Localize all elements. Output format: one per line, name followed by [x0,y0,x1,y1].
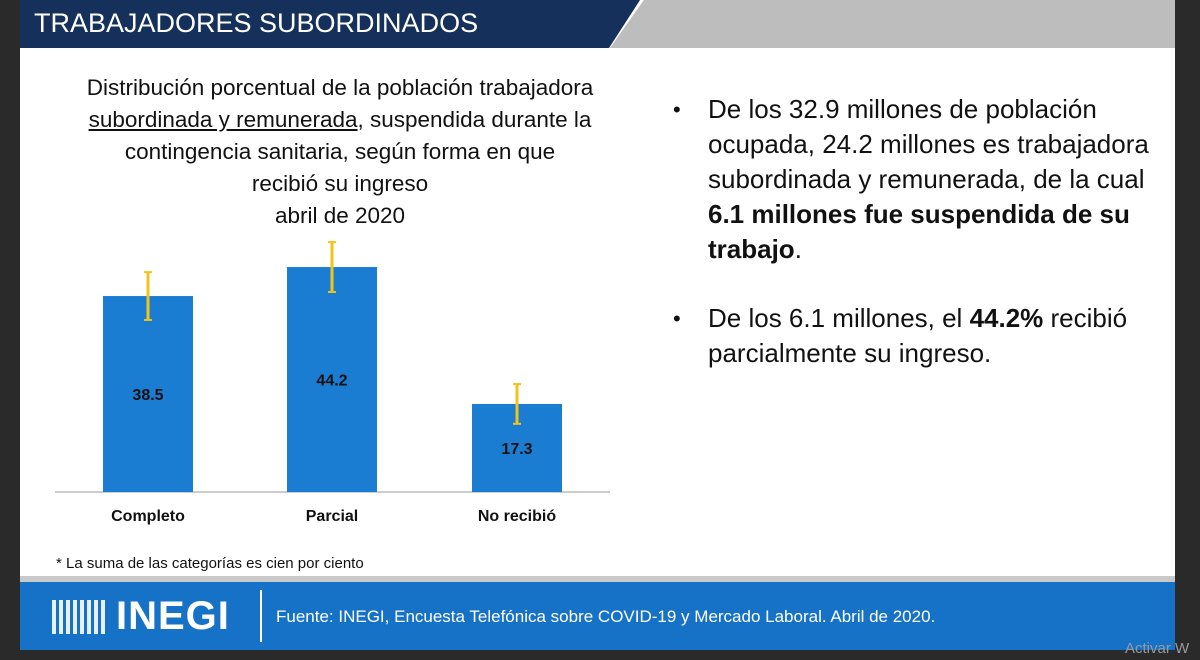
data-label: 17.3 [501,441,532,458]
bullet-text: recibió parcialmente su ingreso. [708,303,1128,368]
title-part: , suspendida durante la [357,107,592,132]
title-line: contingencia sanitaria, según forma en q… [124,139,556,164]
x-tick-label: Parcial [306,508,358,525]
footnote: * La suma de las categorías es cien por … [56,555,364,572]
footer: INEGI Fuente: INEGI, Encuesta Telefónica… [20,582,1175,650]
separator [260,590,262,642]
logo: INEGI [116,594,230,638]
title-line: subordinada y remunerada, suspendida dur… [40,104,640,136]
data-label: 44.2 [316,373,347,390]
watermark: Activar W [1125,640,1190,657]
slide: TRABAJADORES SUBORDINADOS Distribución p… [20,0,1175,650]
title-line: recibió su ingreso [251,171,429,196]
title-line: Distribución porcentual de la población … [86,75,594,100]
bullet: De los 32.9 millones de población ocupad… [670,92,1175,267]
bullet: De los 6.1 millones, el 44.2% recibió pa… [670,301,1175,371]
header-band [610,0,1175,48]
source: Fuente: INEGI, Encuesta Telefónica sobre… [276,607,936,626]
x-tick-label: No recibió [478,508,556,525]
bullet-text: De los 6.1 millones, el [708,303,970,333]
chart-title: Distribución porcentual de la población … [40,72,640,232]
chart-subtitle: abril de 2020 [274,203,406,228]
title-underlined: subordinada y remunerada [88,107,358,132]
bullet-list: De los 32.9 millones de población ocupad… [670,92,1175,405]
bullet-text: 6.1 millones fue suspendida de su trabaj… [708,199,1130,264]
bullet-text: 44.2% [969,303,1044,333]
bar [287,267,377,492]
data-label: 38.5 [132,387,163,404]
chart: 38.5 Completo 44.2 Parcial 17.3 No recibió [55,241,610,525]
bullet-text: De los 32.9 millones de población ocupad… [708,94,1149,194]
divider [20,576,1175,582]
bar [103,296,193,492]
bullet-text: . [794,234,802,264]
x-tick-label: Completo [111,508,185,525]
logo-icon [52,600,108,634]
header-band: TRABAJADORES SUBORDINADOS [20,0,640,48]
header-title: TRABAJADORES SUBORDINADOS [34,8,479,38]
